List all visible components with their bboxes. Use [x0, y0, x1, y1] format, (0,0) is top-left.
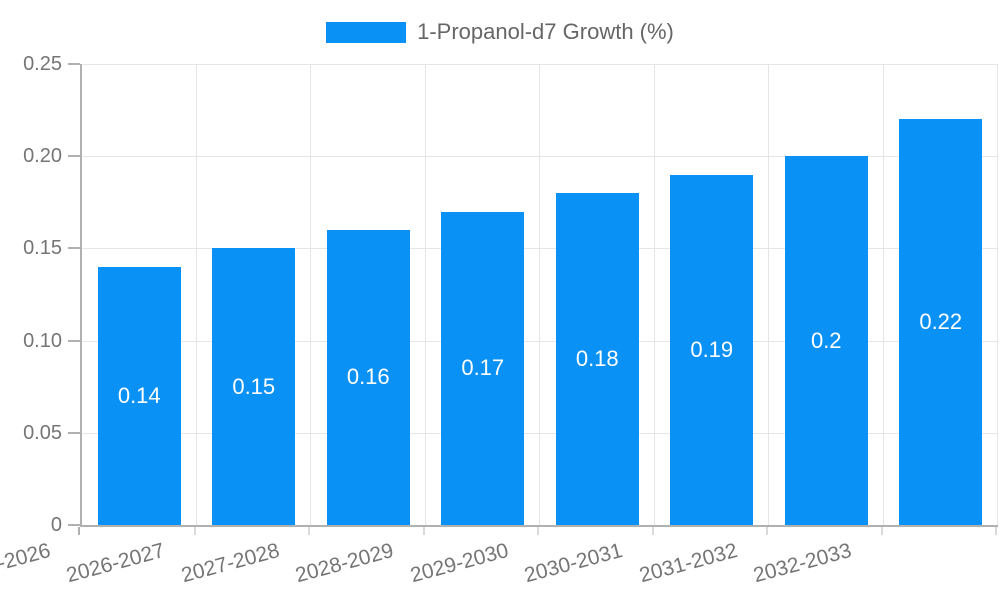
- bar-value-label: 0.18: [575, 346, 619, 372]
- gridline-vertical: [653, 64, 655, 525]
- x-tick-label: 2027-2028: [178, 539, 282, 588]
- y-tick-mark: [68, 63, 80, 65]
- y-tick-label: 0: [50, 514, 62, 536]
- gridline-horizontal: [82, 432, 998, 434]
- legend-item[interactable]: 1-Propanol-d7 Growth (%): [0, 19, 1000, 45]
- x-tick-label: 2028-2029: [293, 539, 397, 588]
- y-tick-label: 0.15: [23, 237, 62, 260]
- gridline-vertical: [997, 64, 998, 525]
- x-tick-label: 2026-2027: [64, 539, 168, 588]
- x-tick-label: 2030-2031: [522, 539, 626, 588]
- bar[interactable]: 0.22: [899, 119, 983, 525]
- bar[interactable]: 0.17: [441, 211, 525, 525]
- gridline-vertical: [195, 64, 197, 525]
- x-tick-label: 2032-2033: [751, 539, 855, 588]
- x-tick-mark: [78, 527, 80, 535]
- bar[interactable]: 0.15: [212, 248, 296, 525]
- x-tick-mark: [880, 527, 883, 535]
- gridline-vertical: [539, 64, 540, 525]
- x-tick-mark: [422, 527, 425, 535]
- y-tick-label: 0.20: [23, 145, 62, 168]
- x-tick-mark: [537, 527, 539, 535]
- gridline-horizontal: [82, 248, 998, 250]
- x-tick-label: 2025-2026: [0, 539, 53, 588]
- legend-swatch-icon: [326, 21, 407, 43]
- plot-area: 0.14 0.15 0.16 0.17 0.18 0.19 0.2 0.22: [80, 64, 998, 527]
- y-tick-label: 0.05: [23, 421, 62, 444]
- bar-value-label: 0.16: [346, 364, 390, 390]
- bar[interactable]: 0.2: [784, 156, 868, 525]
- x-tick-label: 2031-2032: [636, 539, 740, 588]
- y-tick-mark: [68, 155, 80, 158]
- x-tick-label: 2029-2030: [407, 539, 511, 588]
- bar[interactable]: 0.19: [670, 174, 754, 525]
- gridline-vertical: [424, 64, 426, 525]
- x-tick-mark: [651, 527, 654, 535]
- bar-value-label: 0.19: [690, 336, 734, 362]
- gridline-vertical: [882, 64, 884, 525]
- bar-value-label: 0.15: [232, 373, 276, 399]
- y-tick-label: 0.10: [23, 329, 62, 352]
- bar-value-label: 0.17: [461, 355, 505, 381]
- bar[interactable]: 0.14: [97, 266, 181, 525]
- bar[interactable]: 0.16: [326, 229, 410, 525]
- x-tick-mark: [308, 527, 310, 535]
- y-tick-mark: [68, 339, 80, 342]
- y-tick-mark: [68, 431, 80, 434]
- y-tick-mark: [68, 247, 80, 250]
- x-tick-mark: [995, 527, 997, 535]
- gridline-vertical: [768, 64, 769, 525]
- gridline-vertical: [310, 64, 311, 525]
- gridline-horizontal: [82, 156, 998, 158]
- y-tick-mark: [68, 524, 80, 526]
- x-tick-mark: [766, 527, 768, 535]
- legend-label: 1-Propanol-d7 Growth (%): [417, 19, 674, 44]
- gridline-horizontal: [82, 64, 998, 65]
- bar[interactable]: 0.18: [555, 193, 639, 525]
- gridline-horizontal: [82, 340, 998, 342]
- bar-value-label: 0.22: [919, 309, 963, 335]
- y-tick-label: 0.25: [23, 53, 62, 75]
- bar-value-label: 0.14: [117, 382, 161, 408]
- x-tick-mark: [193, 527, 196, 535]
- bar-value-label: 0.2: [810, 327, 842, 353]
